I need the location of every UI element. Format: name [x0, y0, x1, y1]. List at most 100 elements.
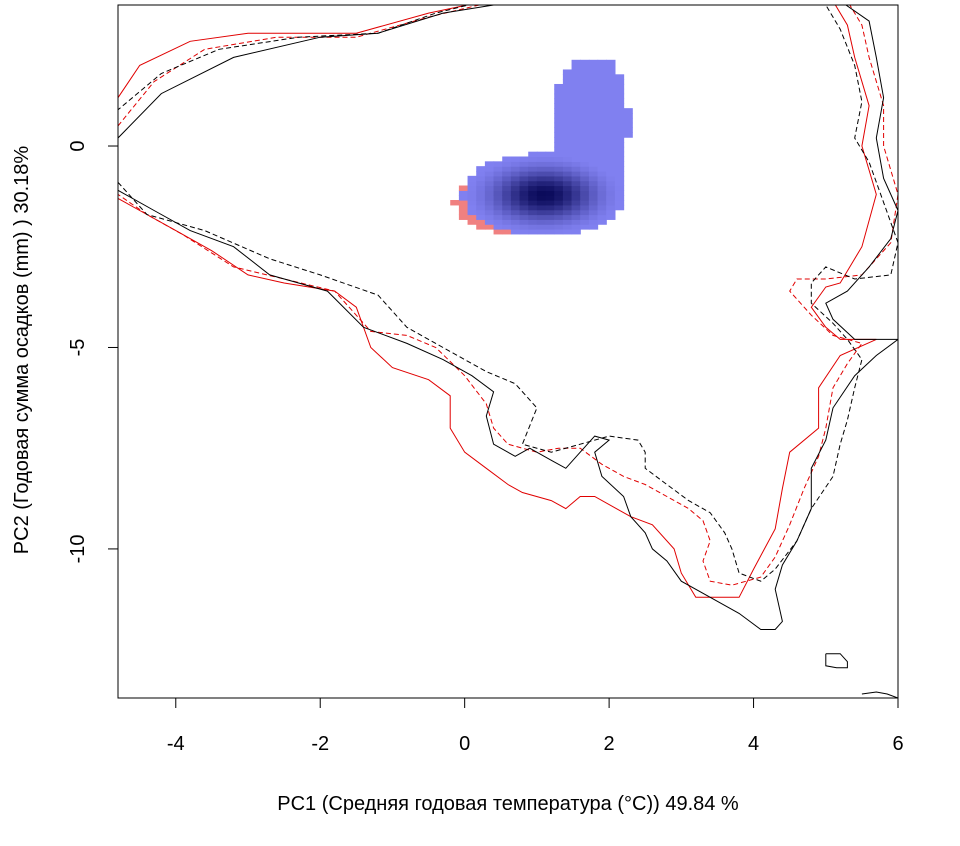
density-cell	[519, 204, 529, 211]
density-cell	[554, 180, 564, 187]
density-cell	[588, 204, 599, 211]
density-cell	[510, 195, 521, 201]
density-cell	[562, 137, 573, 143]
density-cell	[502, 219, 512, 225]
density-cell	[467, 214, 477, 220]
density-cell	[502, 170, 512, 177]
density-cell	[554, 190, 564, 196]
density-cell	[502, 195, 512, 201]
density-cell	[571, 166, 581, 172]
density-cell	[510, 209, 521, 216]
density-cell	[588, 93, 599, 100]
density-cell	[580, 146, 590, 153]
density-cell	[519, 219, 529, 225]
density-cell	[606, 79, 616, 85]
density-cell	[476, 175, 486, 182]
density-cell	[588, 83, 599, 90]
density-cell	[606, 137, 616, 143]
x-tick-label: 2	[604, 733, 615, 755]
density-cell	[606, 204, 616, 211]
density-cell	[510, 170, 521, 177]
density-cell	[562, 229, 573, 235]
density-cell	[562, 127, 573, 133]
density-cell	[571, 93, 581, 100]
density-cell	[597, 219, 607, 225]
density-cell	[536, 175, 547, 182]
density-cell	[597, 170, 607, 177]
density-cell	[597, 117, 607, 124]
density-cell	[536, 200, 547, 206]
density-cell	[562, 141, 573, 148]
density-cell	[571, 83, 581, 90]
density-cell	[580, 108, 590, 114]
density-cell	[476, 209, 486, 216]
density-cell	[588, 156, 599, 162]
density-cell	[588, 88, 599, 95]
x-tick-label: 6	[892, 733, 903, 755]
density-cell	[493, 175, 503, 182]
density-cell	[484, 161, 495, 167]
density-cell	[528, 166, 538, 172]
density-cell	[493, 185, 503, 191]
density-cell	[580, 161, 590, 167]
density-cell	[554, 229, 564, 235]
density-cell	[571, 103, 581, 109]
density-cell	[588, 200, 599, 206]
density-cell	[588, 69, 599, 75]
density-cell	[571, 161, 581, 167]
density-cell	[458, 195, 469, 201]
density-cell	[580, 88, 590, 95]
density-cell	[493, 224, 503, 230]
density-cell	[476, 195, 486, 201]
density-cell	[545, 151, 555, 158]
density-cell	[597, 69, 607, 75]
density-cell	[606, 108, 616, 114]
density-cell	[476, 200, 486, 206]
x-tick-label: -4	[167, 733, 185, 755]
density-cell	[493, 214, 503, 220]
density-cell	[554, 83, 564, 90]
density-cell	[606, 185, 616, 191]
density-cell	[597, 209, 607, 216]
density-cell	[554, 103, 564, 109]
density-cell	[467, 185, 477, 191]
density-cell	[597, 146, 607, 153]
density-cell	[554, 170, 564, 177]
density-cell	[528, 170, 538, 177]
density-cell	[484, 170, 495, 177]
density-cell	[528, 156, 538, 162]
density-cell	[580, 59, 590, 66]
density-cell	[467, 175, 477, 182]
density-cell	[614, 88, 625, 95]
density-cell	[571, 59, 581, 66]
density-cell	[519, 185, 529, 191]
density-cell	[614, 74, 625, 80]
density-cell	[571, 108, 581, 114]
density-cell	[562, 185, 573, 191]
density-cell	[614, 170, 625, 177]
y-tick-label: 0	[67, 140, 89, 151]
density-cell	[510, 175, 521, 182]
density-cell	[554, 224, 564, 230]
density-cell	[493, 180, 503, 187]
density-cell	[493, 166, 503, 172]
density-cell	[562, 214, 573, 220]
density-cell	[458, 204, 469, 211]
density-cell	[614, 93, 625, 100]
density-cell	[510, 214, 521, 220]
density-cell	[467, 195, 477, 201]
density-cell	[588, 132, 599, 138]
density-cell	[562, 175, 573, 182]
density-cell	[562, 190, 573, 196]
density-cell	[484, 204, 495, 211]
density-cell	[554, 112, 564, 119]
density-cell	[562, 103, 573, 109]
density-cell	[562, 209, 573, 216]
density-cell	[484, 166, 495, 172]
density-cell	[588, 195, 599, 201]
density-cell	[502, 200, 512, 206]
density-cell	[554, 214, 564, 220]
density-cell	[545, 180, 555, 187]
density-cell	[510, 190, 521, 196]
density-cell	[571, 146, 581, 153]
